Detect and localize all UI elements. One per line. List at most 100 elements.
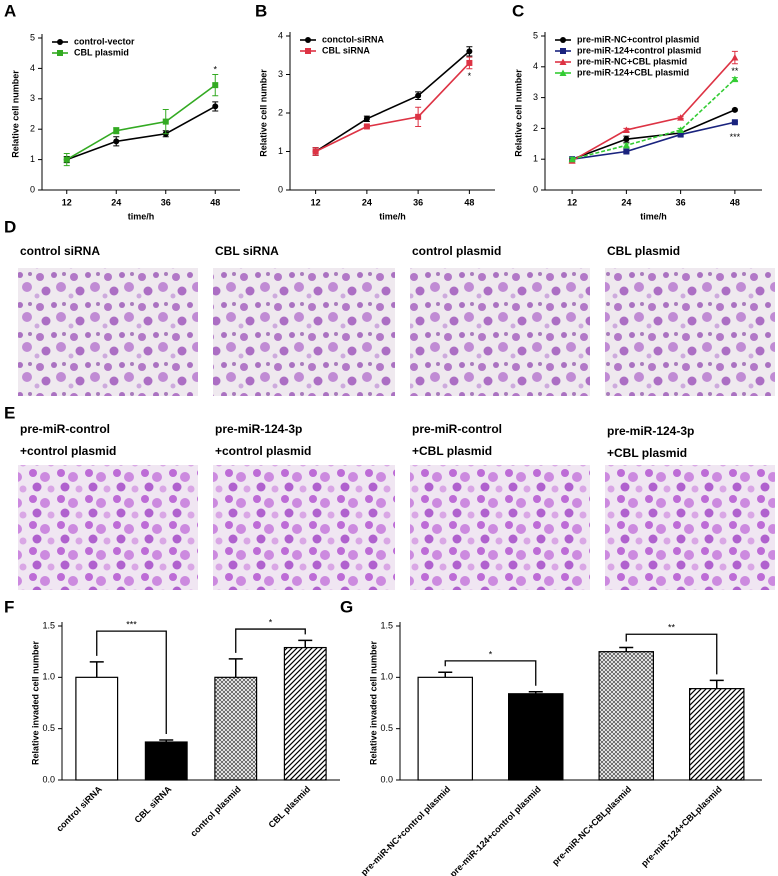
- legend-label: pre-miR-NC+control plasmid: [577, 34, 699, 44]
- x-tick-label: 12: [567, 197, 577, 207]
- y-tick-label: 1.5: [380, 620, 393, 630]
- marker: [731, 119, 738, 126]
- x-tick-label: 12: [62, 197, 72, 207]
- annotation: ***: [730, 132, 741, 142]
- bar: [417, 676, 474, 781]
- x-tick-label: control siRNA: [54, 784, 104, 834]
- image-caption: pre-miR-124-3p: [607, 424, 694, 438]
- bracket: [444, 660, 537, 686]
- y-tick-label: 5: [30, 32, 35, 42]
- marker: [731, 106, 738, 113]
- marker: [466, 59, 473, 66]
- series-line: [572, 121, 736, 160]
- y-tick-label: 1: [30, 154, 35, 164]
- marker: [568, 155, 576, 163]
- micrograph: [605, 465, 775, 590]
- x-tick-label: control plasmid: [188, 784, 242, 838]
- legend-label: CBL siRNA: [322, 45, 370, 55]
- y-axis-label: Relative cell number: [10, 70, 20, 158]
- y-tick-label: 4: [278, 30, 283, 40]
- bar: [508, 693, 564, 781]
- panel-label: F: [4, 597, 14, 616]
- error-bar: [619, 646, 634, 652]
- image-caption: CBL siRNA: [215, 244, 279, 258]
- marker: [623, 136, 630, 143]
- x-tick-label: 48: [464, 197, 474, 207]
- panel-label: G: [340, 597, 353, 616]
- x-axis-label: time/h: [379, 211, 406, 221]
- bar: [214, 676, 258, 781]
- micrograph: [410, 268, 590, 396]
- micrograph: [605, 268, 775, 396]
- bracket: [625, 633, 718, 675]
- y-axis-label: Relative cell number: [258, 69, 268, 157]
- x-tick-label: 36: [161, 197, 171, 207]
- micrograph: [18, 268, 198, 396]
- bracket-label: *: [269, 617, 273, 627]
- y-tick-label: 1: [533, 154, 538, 164]
- bracket: [96, 630, 167, 734]
- marker: [305, 48, 311, 54]
- x-tick-label: 24: [621, 197, 631, 207]
- y-axis-label: Relative invaded cell number: [368, 640, 378, 765]
- marker: [559, 69, 567, 76]
- marker: [415, 92, 422, 99]
- series-line: [66, 84, 216, 161]
- y-tick-label: 1.0: [42, 672, 55, 682]
- marker: [212, 103, 219, 110]
- panel-label: B: [255, 1, 267, 20]
- micrograph: [410, 465, 590, 590]
- marker: [677, 131, 684, 138]
- y-tick-label: 3: [278, 69, 283, 79]
- x-tick-label: CBL siRNA: [132, 784, 173, 825]
- y-tick-label: 0: [278, 184, 283, 194]
- bar: [598, 651, 654, 781]
- y-tick-label: 0.0: [380, 774, 393, 784]
- panel-label: D: [4, 217, 16, 236]
- marker: [731, 54, 739, 61]
- series-line: [315, 62, 470, 153]
- x-tick-label: pre-miR-124+CBLplasmid: [639, 784, 724, 869]
- x-tick-label: 24: [362, 197, 372, 207]
- legend-label: pre-miR-124+control plasmid: [577, 45, 701, 55]
- marker: [305, 37, 311, 43]
- y-tick-label: 5: [533, 30, 538, 40]
- error-bar: [528, 690, 543, 694]
- bracket-label: *: [489, 649, 493, 659]
- series-line: [315, 50, 470, 153]
- y-axis-label: Relative cell number: [513, 69, 523, 157]
- marker: [162, 118, 169, 125]
- legend-label: pre-miR-124+CBL plasmid: [577, 67, 689, 77]
- x-tick-label: 12: [311, 197, 321, 207]
- y-tick-label: 3: [533, 92, 538, 102]
- x-tick-label: CBL plasmid: [266, 784, 312, 830]
- x-tick-label: pre-miR-124+control plasmid: [448, 784, 543, 876]
- x-tick-label: pre-miR-NC+CBLplasmid: [550, 784, 633, 867]
- image-caption: +CBL plasmid: [607, 446, 687, 460]
- image-caption: pre-miR-124-3p: [215, 422, 302, 436]
- y-tick-label: 0.5: [380, 723, 393, 733]
- x-tick-label: pre-miR-NC+control plasmid: [359, 784, 453, 876]
- image-caption: control plasmid: [412, 244, 501, 258]
- marker: [622, 141, 630, 149]
- series-line: [571, 78, 736, 160]
- panel-label: E: [4, 403, 15, 422]
- y-tick-label: 1: [278, 146, 283, 156]
- axis-line: [41, 34, 240, 191]
- micrograph: [213, 465, 395, 590]
- marker: [731, 75, 739, 83]
- bracket-label: **: [668, 623, 676, 633]
- error-bar: [89, 661, 104, 678]
- y-tick-label: 2: [30, 124, 35, 134]
- series-line: [571, 57, 736, 162]
- x-tick-label: 36: [676, 197, 686, 207]
- y-tick-label: 2: [278, 107, 283, 117]
- image-caption: pre-miR-control: [412, 422, 502, 436]
- x-axis-label: time/h: [640, 211, 667, 221]
- y-tick-label: 4: [30, 63, 35, 73]
- marker: [677, 126, 685, 133]
- marker: [363, 115, 370, 122]
- marker: [623, 148, 630, 155]
